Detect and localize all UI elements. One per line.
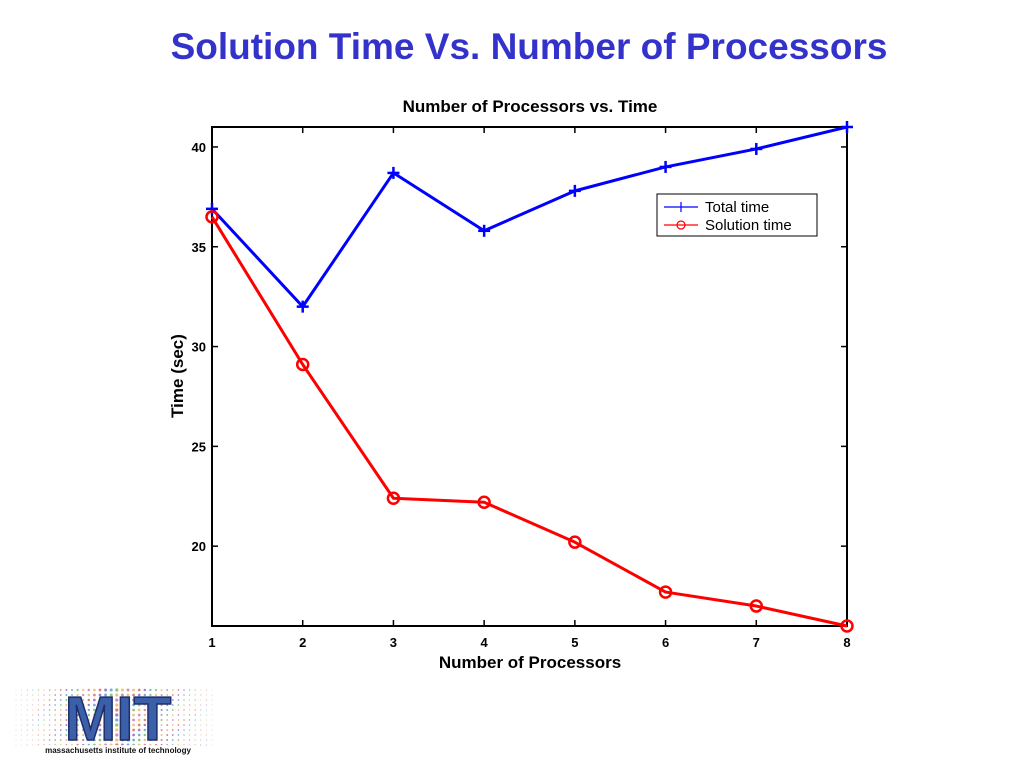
data-point	[568, 184, 581, 197]
mit-logo: MIT massachusetts institute of technolog…	[15, 684, 213, 755]
x-tick-label: 6	[662, 635, 669, 650]
slide-title: Solution Time Vs. Number of Processors	[170, 26, 888, 67]
x-tick-label: 4	[481, 635, 489, 650]
data-point	[206, 202, 218, 215]
y-tick-label: 20	[192, 539, 206, 554]
y-axis: 20 25 30 35 40	[192, 140, 847, 554]
y-tick-label: 30	[192, 340, 206, 355]
x-axis: 1 2 3 4 5 6 7 8	[208, 127, 851, 650]
data-point	[658, 585, 673, 599]
logo-letters: MIT	[65, 685, 172, 754]
logo-dot-pattern	[15, 688, 213, 747]
data-point	[296, 300, 309, 313]
series-2	[205, 210, 854, 633]
y-axis-label: Time (sec)	[168, 334, 187, 418]
y-tick-label: 35	[192, 240, 206, 255]
legend-label: Total time	[705, 199, 769, 216]
x-tick-label: 8	[843, 635, 850, 650]
series-layer	[205, 121, 854, 633]
x-tick-label: 1	[208, 635, 215, 650]
data-point	[387, 166, 400, 179]
logo-caption-bar	[38, 745, 198, 755]
data-point	[750, 142, 763, 155]
data-point	[478, 224, 491, 237]
data-point	[568, 535, 582, 549]
x-tick-label: 5	[571, 635, 578, 650]
y-tick-label: 40	[192, 140, 206, 155]
legend-entry: Total time	[664, 199, 769, 216]
data-point	[841, 121, 853, 133]
x-tick-label: 7	[753, 635, 760, 650]
data-point	[749, 599, 764, 613]
chart-title: Number of Processors vs. Time	[403, 97, 658, 116]
data-point	[205, 210, 219, 224]
series-line	[210, 216, 848, 628]
data-point	[659, 160, 672, 173]
data-point	[840, 619, 854, 633]
series-line	[210, 125, 848, 309]
data-point	[477, 495, 491, 509]
legend-entry: Solution time	[664, 217, 792, 234]
data-point	[295, 357, 310, 372]
legend-box	[656, 193, 818, 237]
series-1	[206, 121, 853, 313]
y-tick-label: 25	[192, 439, 206, 454]
x-tick-label: 3	[390, 635, 397, 650]
x-axis-label: Number of Processors	[439, 653, 621, 672]
x-tick-label: 2	[299, 635, 306, 650]
data-point	[386, 491, 401, 506]
legend-label: Solution time	[705, 217, 792, 234]
logo-caption: massachusetts institute of technology	[45, 746, 191, 755]
